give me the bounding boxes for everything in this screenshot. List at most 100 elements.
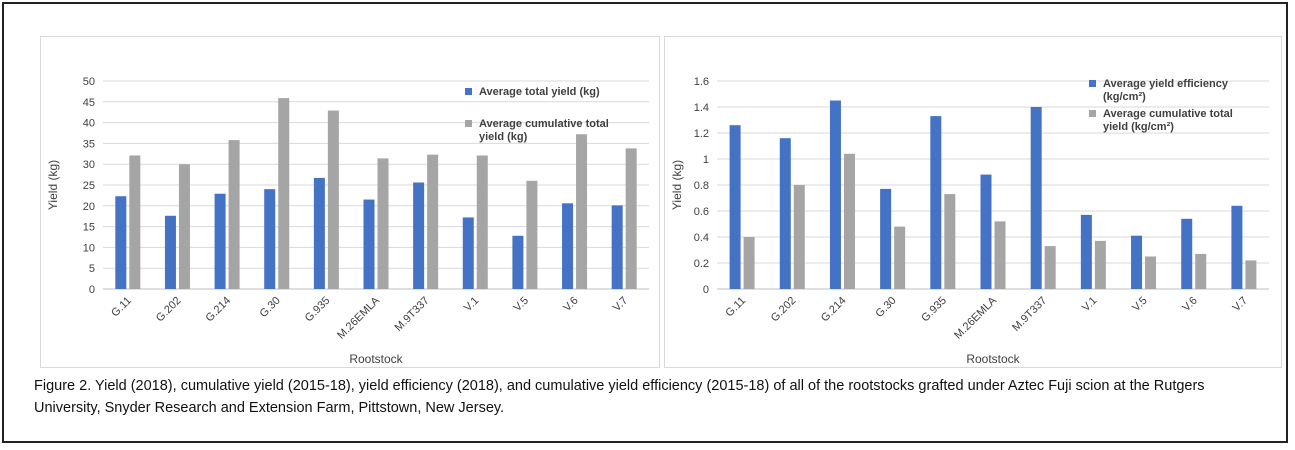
x-axis-title: Rootstock bbox=[966, 352, 1020, 366]
bar-primary bbox=[880, 188, 892, 289]
bar-secondary bbox=[944, 194, 956, 289]
y-tick-label: 1 bbox=[703, 154, 709, 166]
y-tick-label: 0.6 bbox=[694, 206, 709, 218]
bar-primary bbox=[980, 174, 992, 289]
bar-secondary bbox=[526, 180, 538, 289]
legend-swatch bbox=[1089, 80, 1096, 87]
bar-secondary bbox=[327, 110, 339, 289]
bar-primary bbox=[512, 235, 524, 289]
legend-label: yield (kg) bbox=[479, 131, 528, 143]
figure-caption: Figure 2. Yield (2018), cumulative yield… bbox=[34, 378, 1205, 416]
y-axis-title: Yield (kg) bbox=[670, 160, 684, 210]
bar-primary bbox=[1131, 235, 1143, 289]
x-tick-label: G.935 bbox=[303, 295, 333, 325]
x-tick-label: G.30 bbox=[873, 295, 898, 320]
bar-secondary bbox=[743, 237, 755, 289]
y-tick-label: 0.8 bbox=[694, 180, 709, 192]
figure-frame: 0 5 10 15 20 25 30 35 40 45 50 G.11 G.202 G.214 G.30 G.… bbox=[2, 2, 1288, 443]
y-tick-label: 5 bbox=[89, 263, 95, 275]
bar-secondary bbox=[576, 134, 588, 289]
bar-secondary bbox=[1245, 260, 1257, 289]
x-tick-label: V.6 bbox=[1180, 295, 1199, 314]
bar-primary bbox=[562, 203, 574, 289]
legend-label: Average total yield (kg) bbox=[479, 86, 600, 98]
y-tick-label: 15 bbox=[83, 222, 95, 234]
bar-primary bbox=[779, 138, 791, 289]
bar-primary bbox=[363, 199, 375, 289]
bar-secondary bbox=[1094, 240, 1106, 289]
bar-secondary bbox=[278, 98, 290, 289]
x-tick-label: M.9T337 bbox=[1010, 295, 1049, 334]
bar-secondary bbox=[793, 185, 805, 289]
bar-secondary bbox=[1195, 253, 1207, 289]
bar-primary bbox=[1080, 214, 1092, 289]
legend-label: Average cumulative total bbox=[479, 118, 609, 130]
y-tick-label: 20 bbox=[83, 201, 95, 213]
bar-primary bbox=[829, 100, 841, 289]
y-tick-label: 0.2 bbox=[694, 258, 709, 270]
bar-secondary bbox=[427, 154, 439, 289]
x-tick-label: V.7 bbox=[1231, 295, 1250, 314]
legend-label: yield (kg/cm²) bbox=[1103, 121, 1174, 133]
legend-label: (kg/cm²) bbox=[1103, 91, 1146, 103]
x-tick-label: G.935 bbox=[919, 295, 949, 325]
legend-swatch bbox=[465, 88, 472, 95]
bar-primary bbox=[413, 182, 425, 289]
bar-primary bbox=[313, 177, 325, 289]
y-tick-label: 1.2 bbox=[694, 128, 709, 140]
bar-primary bbox=[930, 116, 942, 289]
chart-panel-left: 0 5 10 15 20 25 30 35 40 45 50 G.11 G.202 G.214 G.30 G.… bbox=[40, 36, 660, 368]
y-tick-label: 30 bbox=[83, 159, 95, 171]
bar-secondary bbox=[228, 140, 240, 289]
legend-swatch bbox=[465, 120, 472, 127]
y-tick-label: 0.4 bbox=[694, 232, 709, 244]
y-tick-label: 25 bbox=[83, 180, 95, 192]
chart-panel-right: 0 0.2 0.4 0.6 0.8 1 1.2 1.4 1.6 G.11 G.202 G.214 G.3… bbox=[664, 36, 1282, 368]
yield-efficiency-chart: 0 0.2 0.4 0.6 0.8 1 1.2 1.4 1.6 G.11 G.202 G.214 G.3… bbox=[670, 76, 1269, 366]
bar-secondary bbox=[129, 155, 141, 289]
y-axis-title: Yield (kg) bbox=[46, 160, 60, 210]
bar-primary bbox=[164, 215, 176, 289]
y-tick-label: 45 bbox=[83, 97, 95, 109]
y-tick-label: 1.4 bbox=[694, 102, 709, 114]
bar-primary bbox=[611, 205, 623, 289]
legend-label: Average cumulative total bbox=[1103, 108, 1233, 120]
x-tick-label: V.6 bbox=[561, 295, 580, 314]
x-tick-label: V.1 bbox=[462, 295, 481, 314]
bar-secondary bbox=[994, 221, 1006, 289]
y-tick-label: 50 bbox=[83, 76, 95, 88]
bar-primary bbox=[1181, 218, 1193, 289]
x-tick-label: M.26EMLA bbox=[335, 294, 382, 341]
x-tick-label: G.11 bbox=[109, 295, 134, 320]
x-tick-label: G.11 bbox=[723, 295, 748, 320]
bar-primary bbox=[729, 125, 741, 289]
x-tick-label: V.5 bbox=[1130, 295, 1149, 314]
bar-primary bbox=[214, 193, 226, 289]
x-tick-label: G.214 bbox=[204, 295, 234, 325]
x-tick-label: G.30 bbox=[257, 295, 282, 320]
x-tick-label: G.202 bbox=[769, 295, 799, 325]
bar-primary bbox=[1030, 107, 1042, 289]
bar-secondary bbox=[178, 164, 190, 289]
bar-secondary bbox=[843, 153, 855, 289]
x-tick-label: V.1 bbox=[1080, 295, 1099, 314]
bar-primary bbox=[462, 217, 474, 289]
y-tick-label: 0 bbox=[703, 284, 709, 296]
y-tick-label: 10 bbox=[83, 242, 95, 254]
x-tick-label: M.9T337 bbox=[393, 295, 432, 334]
y-tick-label: 1.6 bbox=[694, 76, 709, 88]
x-tick-label: G.214 bbox=[819, 295, 849, 325]
bar-secondary bbox=[625, 148, 637, 289]
bar-primary bbox=[115, 196, 127, 289]
yield-chart: 0 5 10 15 20 25 30 35 40 45 50 G.11 G.202 G.214 G.30 G.… bbox=[46, 76, 649, 366]
x-tick-label: G.202 bbox=[154, 295, 184, 325]
x-tick-label: M.26EMLA bbox=[952, 294, 999, 341]
x-tick-label: V.5 bbox=[512, 295, 531, 314]
bar-secondary bbox=[476, 155, 488, 289]
y-tick-label: 35 bbox=[83, 138, 95, 150]
legend-label: Average yield efficiency bbox=[1103, 78, 1229, 90]
bar-secondary bbox=[894, 226, 906, 289]
x-axis-title: Rootstock bbox=[349, 352, 403, 366]
x-tick-label: V.7 bbox=[611, 295, 630, 314]
bar-secondary bbox=[377, 158, 389, 289]
